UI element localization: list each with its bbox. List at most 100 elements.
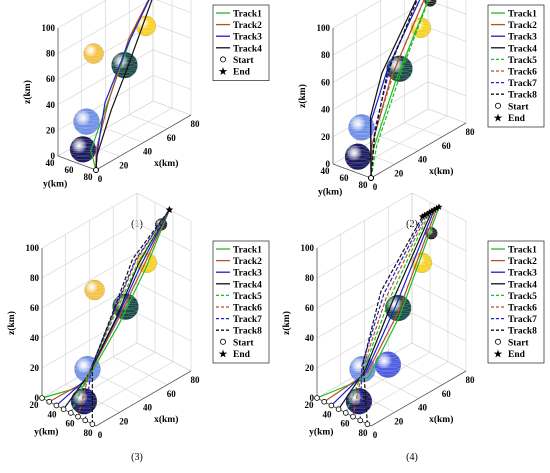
legend-label: Track4: [233, 44, 262, 54]
sphere-mesh-line: [70, 151, 96, 156]
z-axis-label: z(km): [6, 311, 17, 335]
z-tick-label: 0: [310, 393, 315, 403]
legend-box: [212, 4, 270, 81]
track-line-track5: [345, 212, 431, 414]
sphere-mesh-line: [425, 234, 438, 237]
z-tick-label: 40: [30, 333, 40, 343]
track-line-track2: [95, 0, 150, 170]
z-tick-label: 40: [321, 105, 331, 115]
track-line-track1: [316, 206, 440, 399]
x-tick-label: 0: [98, 430, 103, 440]
sphere-mesh-line: [73, 124, 100, 128]
x-tick-label: 0: [98, 174, 103, 184]
sphere-mesh-line: [348, 129, 375, 134]
x-tick-label: 0: [373, 182, 378, 192]
sphere-mesh-line: [413, 32, 429, 36]
end-marker: [166, 206, 173, 213]
chart-panel-2: 0 20 40 60 80 40 60 80 0 20 40 60 80 100 x(km) y(km) z(k…: [297, 0, 545, 230]
grid-line: [113, 356, 168, 386]
grid-line: [136, 192, 192, 222]
legend-label: Track1: [233, 246, 262, 256]
y-tick-label: 40: [321, 166, 331, 176]
obstacle-sphere: [69, 136, 97, 163]
sphere-mesh-line: [385, 310, 411, 315]
start-marker: [314, 395, 320, 401]
legend-label: Track5: [233, 292, 262, 302]
end-marker: [433, 204, 440, 212]
sphere-mesh-line: [410, 26, 432, 30]
end-marker: [435, 203, 443, 210]
legend-label: End: [508, 114, 526, 124]
start-marker: [68, 410, 74, 416]
legend-label: Track8: [233, 327, 262, 337]
legend-label: Track2: [508, 21, 537, 31]
start-marker: [60, 406, 67, 413]
panel-caption: (4): [406, 452, 418, 463]
z-tick-label: 60: [30, 303, 40, 313]
legend-label: Track5: [508, 292, 537, 302]
y-tick-label: 60: [65, 165, 75, 175]
sphere-mesh-line: [70, 143, 96, 147]
sphere-mesh-line: [385, 301, 411, 306]
sphere-mesh-line: [71, 403, 97, 408]
sphere-mesh-line: [384, 306, 412, 310]
obstacle-sphere: [84, 279, 105, 301]
sphere-mesh-line: [377, 354, 398, 358]
legend-label: Track8: [508, 91, 537, 101]
sphere-mesh-line: [377, 371, 398, 376]
grid-line: [411, 342, 467, 372]
legend-label: Track1: [233, 10, 262, 20]
z-tick-label: 80: [30, 273, 40, 283]
chart-panel-4: 02040608020406080020406080100x(km)y(km)z…: [281, 192, 545, 463]
x-axis-line: [95, 370, 192, 427]
sphere-mesh-line: [348, 121, 375, 125]
legend-label: Track3: [233, 33, 262, 43]
panel-caption: (3): [131, 452, 143, 463]
legend-start-marker: [495, 102, 501, 109]
sphere-mesh-line: [424, 1, 437, 4]
grid-line: [136, 282, 192, 312]
legend-label: Track4: [233, 280, 262, 290]
x-tick-label: 20: [119, 416, 129, 426]
z-tick-label: 60: [46, 74, 56, 84]
z-tick-label: 0: [326, 159, 331, 169]
start-marker: [328, 402, 335, 409]
sphere-mesh-line: [411, 22, 431, 26]
y-tick-label: 20: [305, 400, 315, 410]
sphere-mesh-line: [76, 128, 97, 133]
z-tick-label: 80: [321, 50, 331, 60]
sphere-mesh-line: [136, 27, 156, 31]
z-tick-label: 0: [35, 393, 40, 403]
z-tick-label: 100: [301, 243, 315, 253]
chart-panel-3: 02040608020406080020406080100x(km)y(km)z…: [6, 192, 270, 463]
obstacle-sphere: [73, 108, 100, 135]
sphere-mesh-line: [411, 261, 433, 265]
x-tick-label: 40: [418, 403, 428, 413]
sphere-mesh-line: [351, 116, 372, 121]
x-tick-label: 80: [466, 127, 476, 137]
legend-box: [487, 4, 545, 128]
legend-label: Track5: [508, 56, 537, 66]
start-marker: [53, 402, 60, 409]
legend: Track1Track2Track3Track4Track5Track6Trac…: [487, 240, 545, 364]
legend-label: Start: [508, 338, 529, 348]
legend-end-marker: ★: [494, 113, 503, 124]
y-axis-line: [332, 163, 372, 179]
y-tick-label: 80: [359, 428, 369, 438]
x-tick-label: 20: [119, 160, 129, 170]
legend-label: End: [233, 350, 251, 360]
sphere-mesh-line: [73, 408, 94, 412]
z-tick-label: 40: [305, 333, 315, 343]
track-line-track4: [338, 210, 433, 410]
sphere-mesh-line: [348, 125, 375, 130]
legend-label: Track7: [508, 79, 537, 89]
legend-end-marker: ★: [494, 349, 503, 360]
legend-label: Track6: [233, 304, 262, 314]
x-axis-line: [95, 114, 192, 171]
legend: Track1Track2Track3Track4Track5Track6Trac…: [487, 4, 545, 128]
sphere-mesh-line: [346, 403, 372, 408]
legend-start-marker: [220, 338, 226, 345]
y-tick-label: 60: [340, 173, 350, 183]
track-line-track7: [359, 214, 426, 421]
